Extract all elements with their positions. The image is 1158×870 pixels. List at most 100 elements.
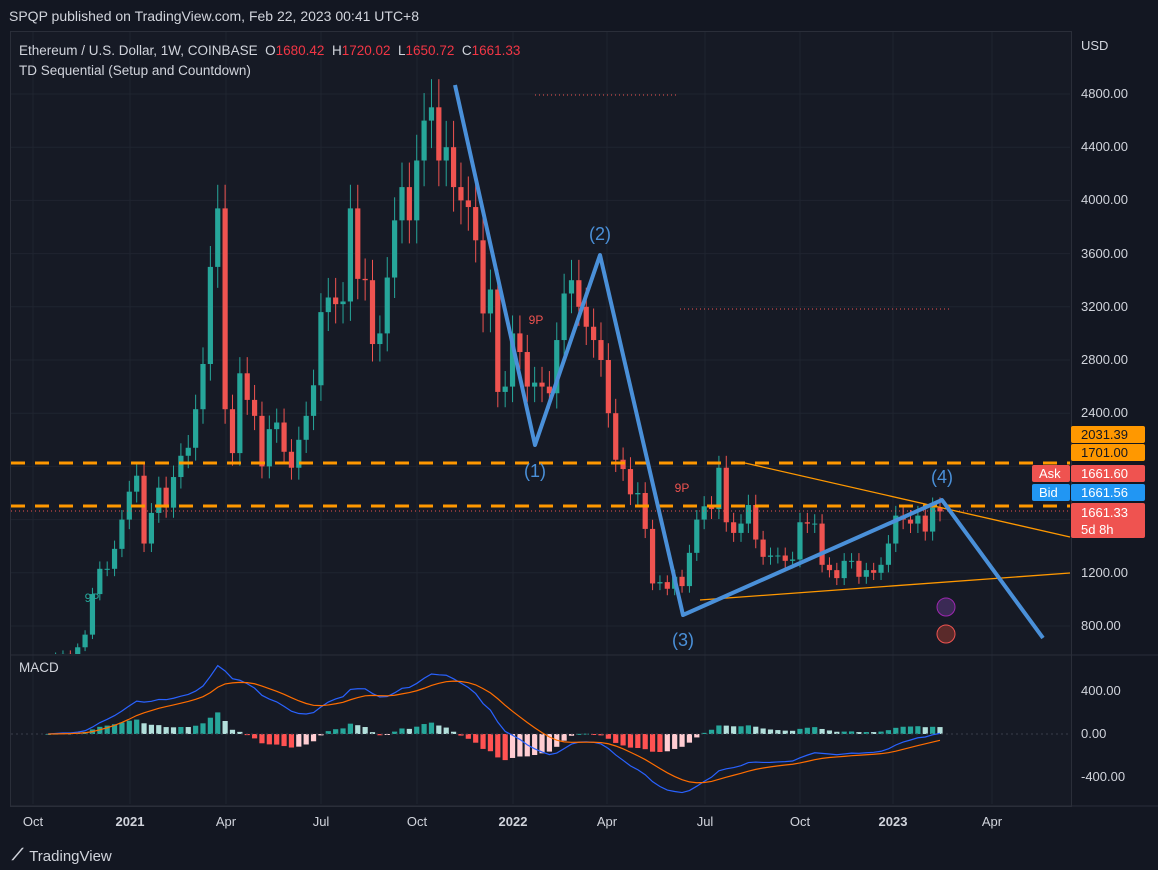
candle-body (75, 647, 81, 654)
macd-tick: -400.00 (1081, 769, 1126, 784)
candle-body (200, 363, 206, 410)
candle-body (554, 340, 560, 394)
macd-histogram-bar (303, 734, 309, 745)
chart-legend: Ethereum / U.S. Dollar, 1W, COINBASE O16… (19, 41, 520, 81)
macd-histogram-bar (893, 727, 899, 734)
macd-tick: 0.00 (1081, 726, 1107, 741)
macd-histogram-bar (392, 731, 398, 734)
macd-histogram-bar (193, 725, 199, 734)
time-tick: Apr (215, 814, 237, 829)
candle-body (436, 107, 442, 161)
candle-body (369, 280, 376, 345)
candle-body (333, 297, 339, 305)
macd-histogram-bar (767, 729, 774, 734)
candle-body (539, 382, 545, 387)
candle-body (362, 278, 368, 281)
candle-body (428, 107, 435, 121)
time-tick: Jul (696, 814, 714, 829)
candle-body (782, 555, 788, 561)
time-tick: 2021 (115, 814, 145, 829)
candle-body (708, 506, 715, 509)
candle-body (591, 326, 597, 341)
candle-body (745, 504, 751, 524)
macd-histogram-bar (310, 734, 317, 742)
indicator-title[interactable]: TD Sequential (Setup and Countdown) (19, 63, 251, 78)
macd-histogram-bar (731, 726, 737, 734)
candle-body (266, 429, 272, 467)
candle-body (509, 333, 516, 387)
macd-histogram-bar (657, 734, 663, 753)
macd-histogram-bar (347, 723, 353, 734)
macd-histogram-bar (281, 734, 287, 747)
candle-body (141, 475, 147, 544)
candle-body (148, 512, 155, 544)
candle-body (664, 582, 670, 589)
candle-body (104, 568, 110, 570)
macd-histogram-bar (288, 734, 295, 748)
macd-histogram-bar (922, 727, 928, 734)
candle-body (288, 451, 295, 468)
candle-body (561, 293, 567, 341)
candle-body (377, 333, 383, 345)
candle-body (296, 439, 302, 468)
macd-histogram-bar (111, 724, 118, 734)
tv-logo-icon: ⟋ (12, 847, 24, 864)
macd-histogram-bar (598, 734, 604, 736)
candle-body (163, 487, 169, 508)
candle-body (546, 386, 552, 394)
macd-histogram-bar (355, 725, 361, 734)
candle-body (848, 560, 855, 562)
macd-histogram-bar (104, 725, 110, 734)
candle-body (885, 543, 892, 565)
macd-histogram-bar (745, 725, 751, 734)
candle-body (649, 528, 656, 584)
candle-body (878, 564, 884, 573)
price-tick: 3600.00 (1081, 245, 1128, 261)
macd-histogram-bar (915, 726, 921, 734)
candle-body (119, 519, 125, 549)
ask-price: 1661.60 (1071, 465, 1145, 482)
candle-body (635, 493, 641, 495)
macd-histogram-bar (517, 734, 523, 757)
macd-histogram-bar (200, 723, 206, 734)
price-tick: 800.00 (1081, 618, 1121, 633)
macd-histogram-bar (509, 734, 516, 758)
wave-label-w3: (3) (672, 630, 694, 650)
macd-line (48, 664, 941, 794)
macd-histogram-bar (848, 731, 855, 734)
macd-histogram-bar (259, 734, 265, 744)
macd-histogram-bar (723, 725, 729, 734)
symbol-title[interactable]: Ethereum / U.S. Dollar, 1W, COINBASE (19, 43, 258, 58)
macd-histogram-bar (450, 731, 457, 734)
candle-body (421, 120, 427, 161)
candle-body (303, 415, 309, 440)
macd-histogram-bar (679, 734, 685, 747)
macd-histogram-bar (605, 734, 611, 739)
macd-histogram-bar (163, 727, 169, 734)
time-tick: Apr (596, 814, 618, 829)
candle-body (701, 506, 707, 520)
economic-event-icon (936, 624, 956, 644)
time-tick: Oct (789, 814, 811, 829)
macd-histogram-bar (421, 724, 427, 734)
macd-histogram-bar (399, 728, 405, 734)
ask-label: Ask (1032, 465, 1070, 482)
macd-histogram-bar (539, 734, 545, 754)
macd-histogram-bar (266, 734, 272, 745)
low-label: L (398, 43, 406, 58)
macd-histogram-bar (871, 732, 877, 734)
price-axis[interactable] (1071, 31, 1158, 805)
price-tick: 4000.00 (1081, 192, 1128, 208)
candle-body (222, 208, 228, 410)
macd-label[interactable]: MACD (19, 660, 59, 675)
macd-tick: 400.00 (1081, 683, 1121, 698)
candle-body (826, 564, 833, 571)
level-tag-1: 2031.39 (1071, 426, 1145, 443)
candle-body (583, 306, 589, 327)
candle-body (392, 220, 398, 278)
tradingview-logo[interactable]: ⟋ TradingView (12, 847, 112, 865)
last-price: 1661.33 (1081, 505, 1128, 520)
trendline-upper (744, 462, 1071, 538)
price-tick: 1200.00 (1081, 564, 1128, 580)
